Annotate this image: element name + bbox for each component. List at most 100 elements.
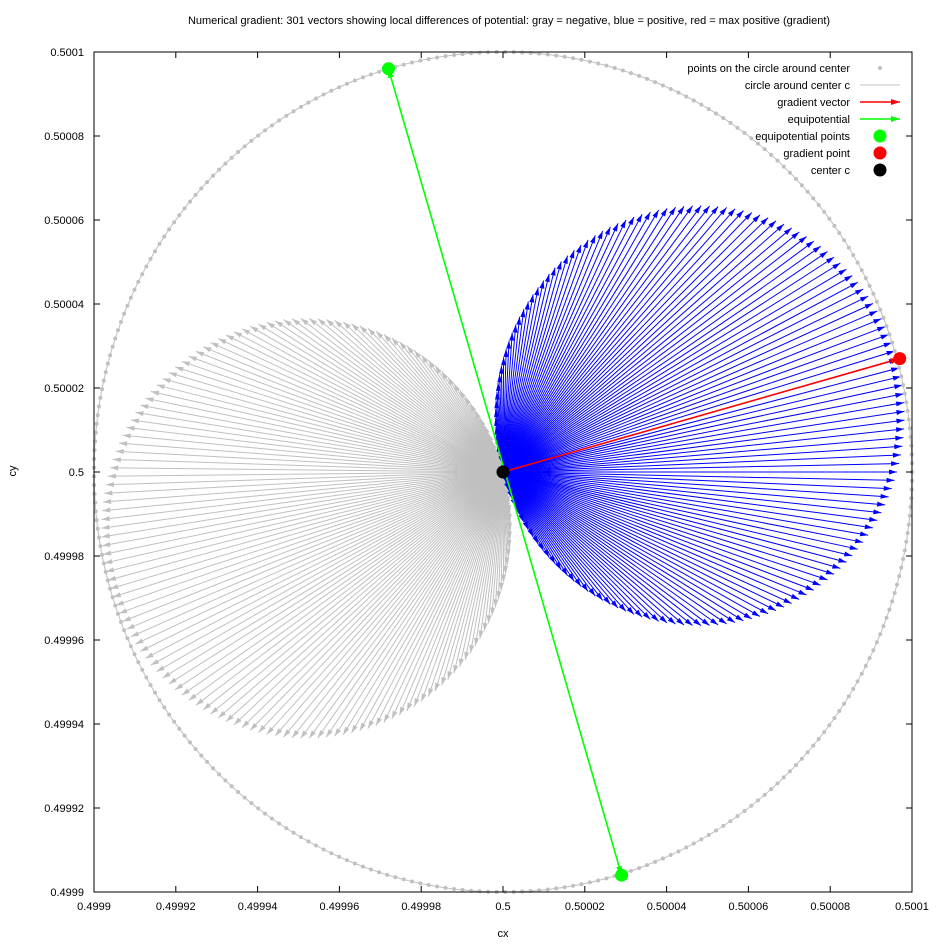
circle-point [620,68,625,73]
circle-point [775,158,780,163]
circle-point [477,50,482,55]
circle-point [905,408,910,413]
positive-vector [502,454,901,473]
negative-vector-head [506,504,512,514]
positive-vector [502,471,635,615]
positive-vector-head [838,557,847,563]
circle-point [714,828,719,833]
positive-vector-head [838,269,847,276]
negative-vector-head [130,631,140,637]
negative-vector-head [414,698,420,707]
positive-vector-head [892,452,901,458]
circle-point [645,863,650,868]
circle-point [125,303,130,308]
positive-vector [502,205,693,473]
negative-vector-head [326,729,333,738]
y-tick-label: 0.4999 [50,887,84,899]
positive-vector-head [576,244,582,254]
negative-vector-head [102,507,111,513]
negative-vector [102,471,504,547]
circle-point [103,370,108,375]
negative-vector [101,471,504,521]
positive-vector-head [494,400,500,409]
positive-vector [502,471,892,490]
negative-vector [168,471,504,685]
positive-vector [502,251,828,473]
circle-point [337,854,342,859]
circle-point [842,701,847,706]
circle-point [554,886,559,891]
gradient-point [893,352,907,366]
positive-vector-head [499,365,505,374]
positive-vector-head [618,603,626,612]
circle-point [270,816,275,821]
circle-point [749,803,754,808]
circle-point [409,879,414,884]
negative-vector-head [502,565,508,574]
positive-vector [502,205,702,473]
negative-vector-head [399,341,407,350]
positive-vector-head [812,580,821,586]
positive-vector-head [825,569,835,575]
circle-point [368,867,373,872]
negative-vector-head [104,490,113,496]
circle-point [892,591,897,596]
circle-point [217,772,222,777]
positive-vector-head [832,563,841,569]
negative-vector [351,471,504,734]
circle-point [92,448,97,453]
negative-vector-head [506,531,512,540]
negative-vector [135,471,504,645]
negative-vector [283,319,504,473]
positive-vector [502,471,710,626]
negative-vector [105,471,504,573]
circle-point [242,795,247,800]
negative-vector-head [122,433,131,439]
circle-point [352,78,357,83]
negative-vector [464,471,504,661]
positive-vector-head [849,282,858,289]
positive-vector-head [798,589,807,595]
positive-vector [502,211,651,473]
x-tick-label: 0.49998 [401,901,441,913]
positive-vector [502,301,529,473]
negative-vector-head [428,360,435,369]
positive-vector [502,393,904,473]
negative-vector-head [103,550,112,556]
positive-vector-head [701,618,710,626]
negative-vector-head [421,693,427,702]
y-axis-label: cy [7,465,19,477]
circle-point [878,632,883,637]
circle-point [393,875,398,880]
positive-vector [502,262,841,473]
negative-vector-head [156,665,165,672]
circle-point [890,340,895,345]
negative-vector [130,419,504,473]
positive-vector [502,410,905,473]
positive-vector [502,350,895,473]
x-tick-label: 0.49992 [156,901,196,913]
positive-vector-head [512,324,518,333]
negative-vector-head [407,345,414,354]
positive-vector-head [751,610,760,617]
negative-vector [107,471,504,581]
negative-vector [325,318,504,473]
positive-vector [502,419,905,473]
positive-vector [502,471,627,612]
positive-vector-head [494,417,500,427]
circle-point [443,885,448,890]
negative-vector [266,321,504,473]
x-axis-label: cx [498,928,510,940]
positive-vector [502,214,761,473]
circle-point [132,287,137,292]
positive-vector-head [760,217,769,226]
negative-vector-head [105,482,115,488]
circle-point [629,71,634,76]
positive-vector-head [694,205,702,214]
circle-point [263,128,268,133]
circle-point [152,690,157,695]
negative-vector [156,384,504,473]
circle-point [811,196,816,201]
positive-vector-head [854,538,864,544]
circle-point [95,526,100,531]
